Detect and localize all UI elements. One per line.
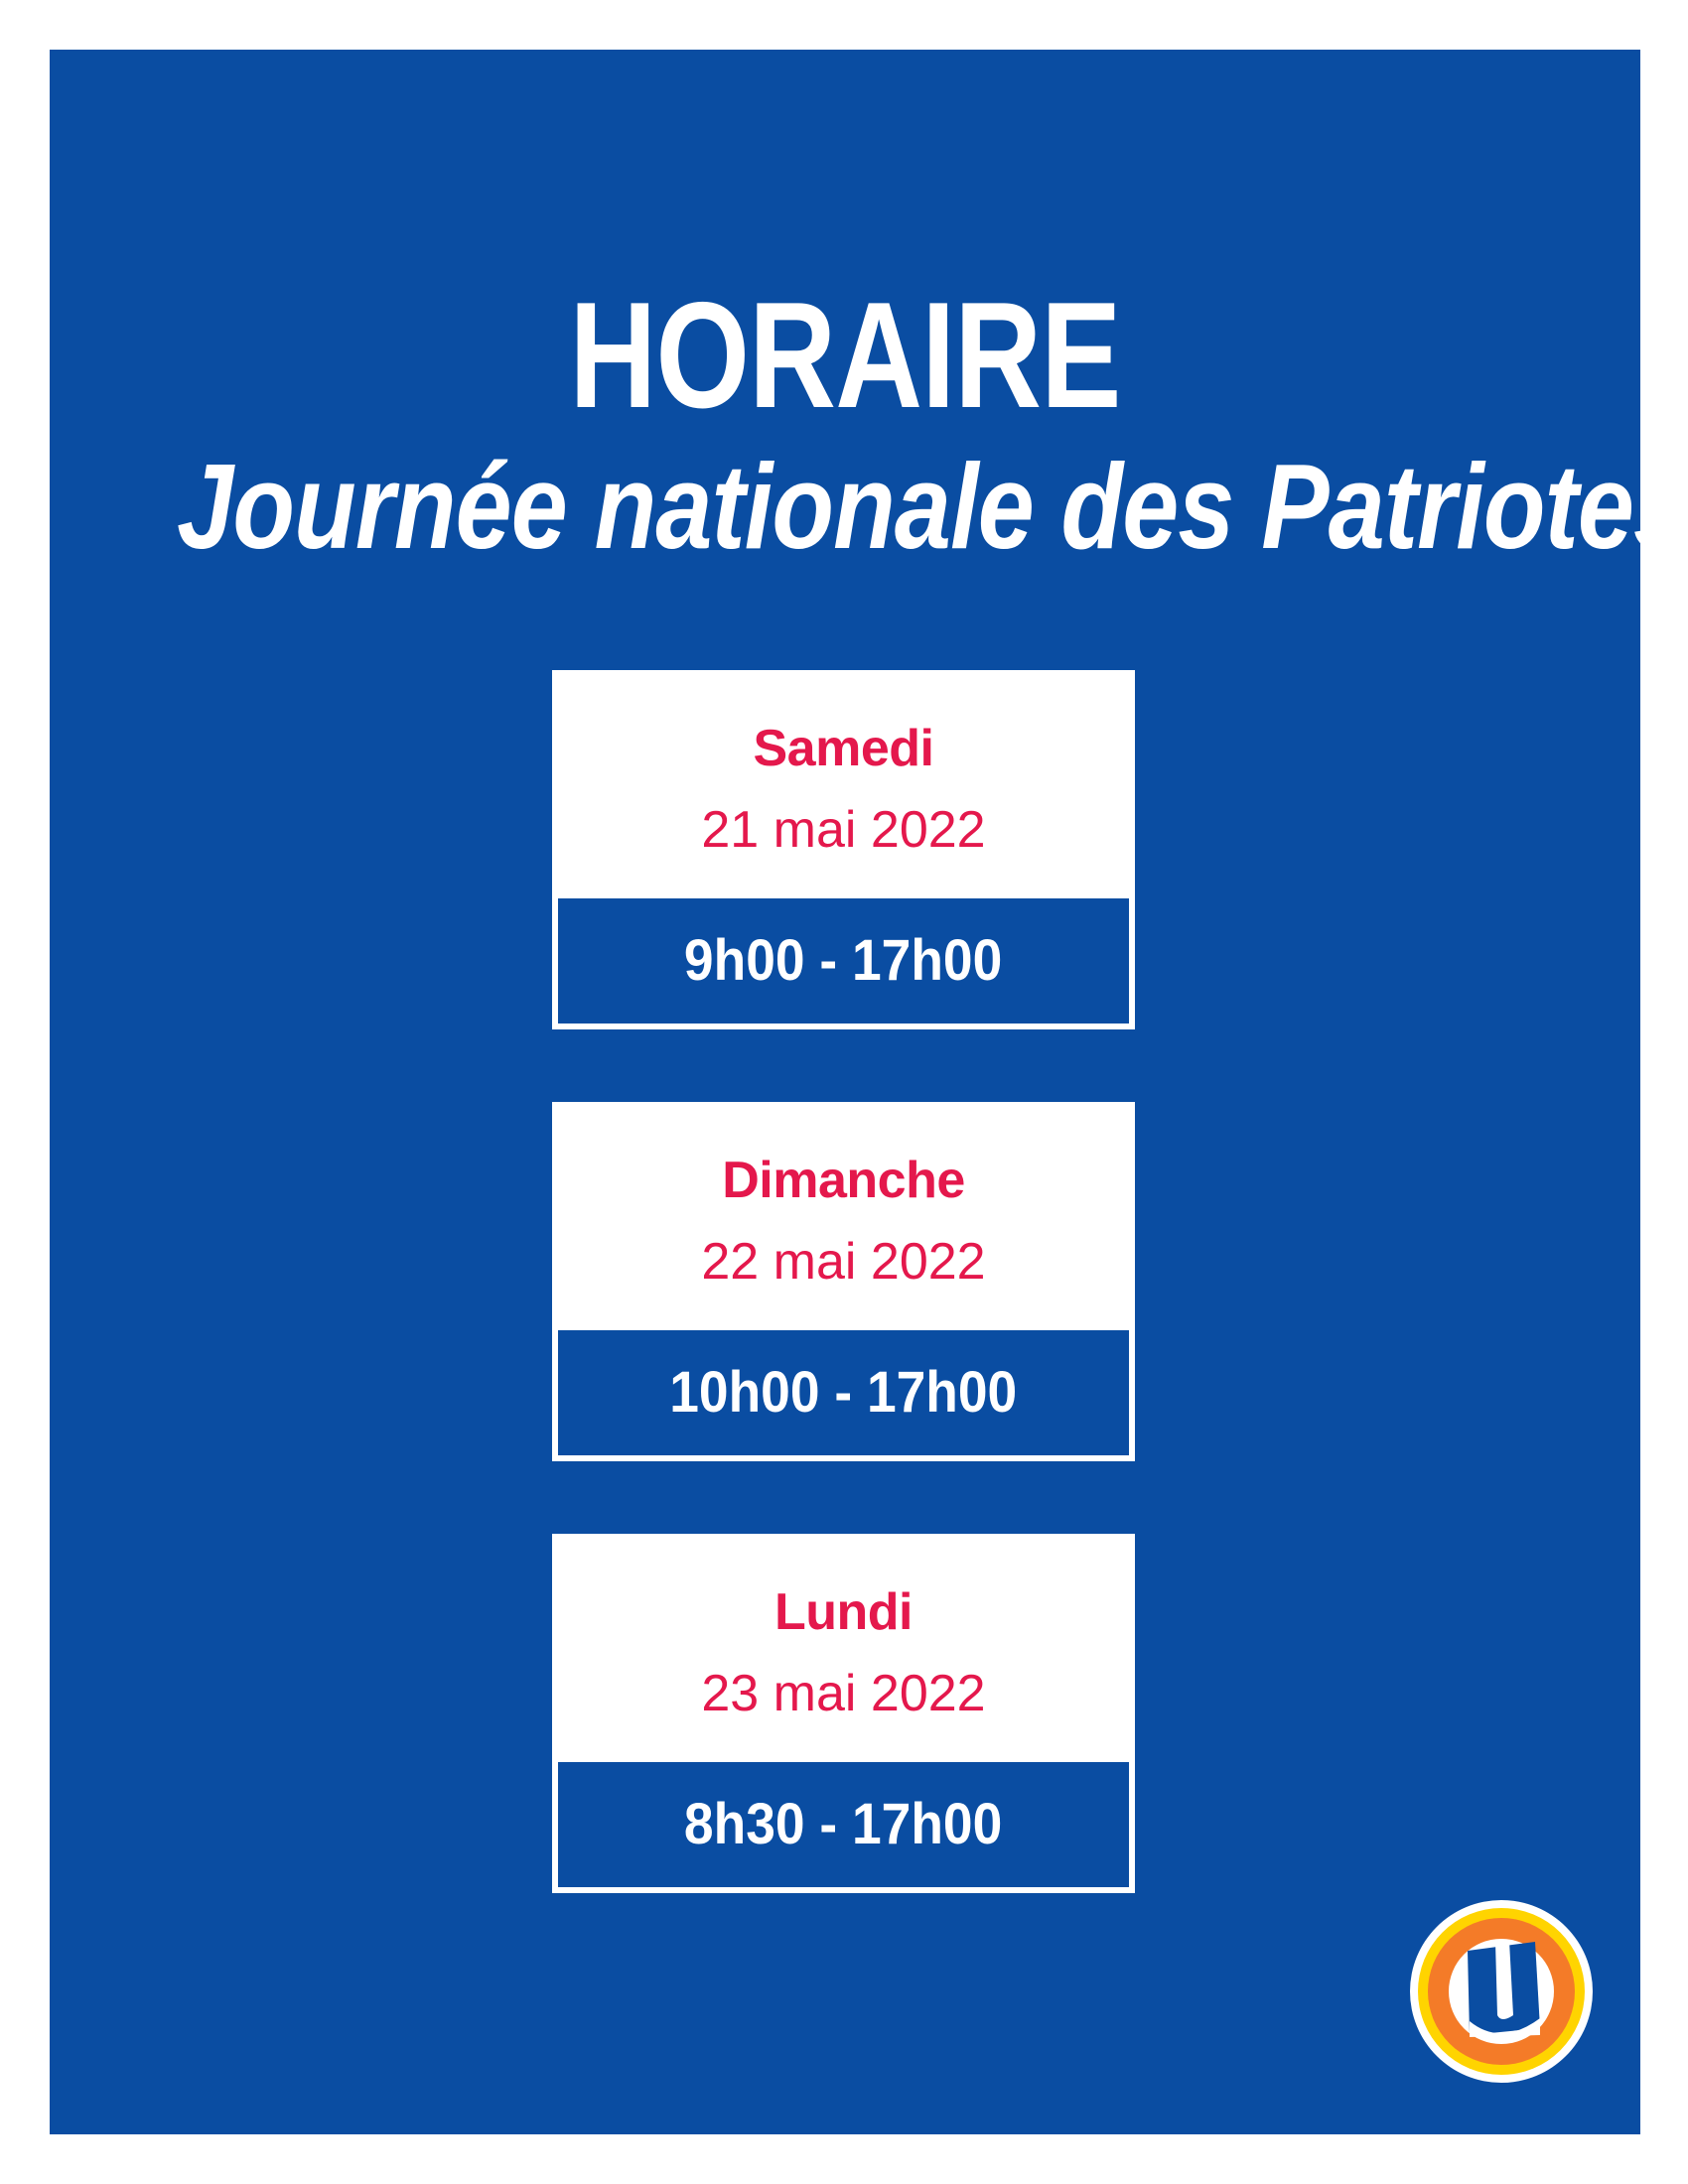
schedule-card: Dimanche 22 mai 2022 10h00 - 17h00 (552, 1102, 1135, 1461)
poster-subtitle-block: Journée nationale des Patriotes (50, 439, 1640, 574)
uniprix-logo (1408, 1898, 1595, 2085)
schedule-hours-band: 10h00 - 17h00 (558, 1330, 1129, 1455)
page-title: HORAIRE (569, 271, 1121, 440)
poster-title-block: HORAIRE (50, 280, 1640, 431)
schedule-hours-frame: 10h00 - 17h00 (552, 1324, 1135, 1461)
schedule-card: Lundi 23 mai 2022 8h30 - 17h00 (552, 1534, 1135, 1893)
schedule-hours-band: 8h30 - 17h00 (558, 1762, 1129, 1887)
schedule-hours-frame: 9h00 - 17h00 (552, 892, 1135, 1029)
page-subtitle: Journée nationale des Patriotes (177, 439, 1640, 574)
schedule-day-name: Samedi (753, 720, 934, 777)
uniprix-logo-icon (1410, 1900, 1593, 2083)
schedule-day-name: Dimanche (722, 1152, 965, 1209)
schedule-card-header: Lundi 23 mai 2022 (552, 1534, 1135, 1756)
schedule-day-date: 22 mai 2022 (701, 1233, 986, 1291)
schedule-card-header: Dimanche 22 mai 2022 (552, 1102, 1135, 1324)
schedule-hours-text: 9h00 - 17h00 (684, 928, 1003, 993)
schedule-day-date: 21 mai 2022 (701, 801, 986, 859)
schedule-day-name: Lundi (774, 1583, 914, 1641)
schedule-card-header: Samedi 21 mai 2022 (552, 670, 1135, 892)
schedule-hours-text: 10h00 - 17h00 (669, 1360, 1018, 1425)
schedule-hours-text: 8h30 - 17h00 (684, 1792, 1003, 1856)
poster-blue-panel: HORAIRE Journée nationale des Patriotes … (50, 50, 1640, 2134)
schedule-hours-band: 9h00 - 17h00 (558, 898, 1129, 1024)
schedule-hours-frame: 8h30 - 17h00 (552, 1756, 1135, 1893)
schedule-card: Samedi 21 mai 2022 9h00 - 17h00 (552, 670, 1135, 1029)
schedule-day-date: 23 mai 2022 (701, 1665, 986, 1722)
